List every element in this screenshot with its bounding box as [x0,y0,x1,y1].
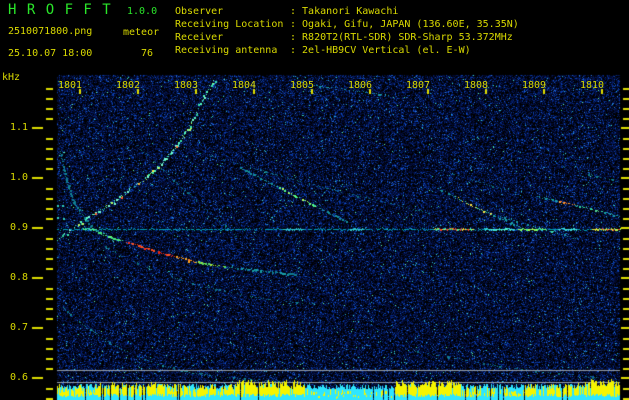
time-tick-label: 1808 [464,80,489,91]
observation-datetime: 25.10.07 18:00 [8,48,93,59]
field-value: : Ogaki, Gifu, JAPAN (136.60E, 35.35N) [290,19,519,30]
time-tick-label: 1809 [522,80,547,91]
time-tick-label: 1803 [174,80,199,91]
time-tick-label: 1805 [290,80,315,91]
time-tick-label: 1807 [406,80,431,91]
header-fields: Observer : Takanori Kawachi Receiving Loca… [175,6,519,58]
header-field-row: Observer : Takanori Kawachi [175,6,519,19]
field-label: Receiver [175,32,224,43]
app-version: 1.0.0 [127,6,158,17]
header-field-row: Receiving Location : Ogaki, Gifu, JAPAN (… [175,19,519,32]
field-value: : 2el-HB9CV Vertical (el. E-W) [290,45,471,56]
field-value: : R820T2(RTL-SDR) SDR-Sharp 53.372MHz [290,32,513,43]
time-tick-label: 1806 [348,80,373,91]
header-field-row: Receiving antenna : 2el-HB9CV Vertical (e… [175,45,519,58]
freq-tick-label: 1.1 [9,122,28,133]
field-label: Receiving antenna [175,45,278,56]
freq-tick-label: 1.0 [9,172,28,183]
freq-axis-unit: kHz [2,72,21,83]
freq-tick-label: 0.7 [9,322,28,333]
time-tick-label: 1801 [58,80,83,91]
echo-count: 76 [141,48,154,59]
app-title: H R O F F T [8,2,112,18]
freq-tick-label: 0.9 [9,222,28,233]
time-tick-label: 1804 [232,80,257,91]
time-tick-label: 1810 [580,80,605,91]
output-filename: 2510071800.png [8,26,93,37]
time-tick-label: 1802 [116,80,141,91]
field-value: : Takanori Kawachi [290,6,399,17]
observation-mode: meteor [123,27,160,38]
header-field-row: Receiver : R820T2(RTL-SDR) SDR-Sharp 53.3… [175,32,519,45]
field-label: Receiving Location [175,19,284,30]
freq-tick-label: 0.6 [9,372,28,383]
field-label: Observer [175,6,224,17]
freq-tick-label: 0.8 [9,272,28,283]
